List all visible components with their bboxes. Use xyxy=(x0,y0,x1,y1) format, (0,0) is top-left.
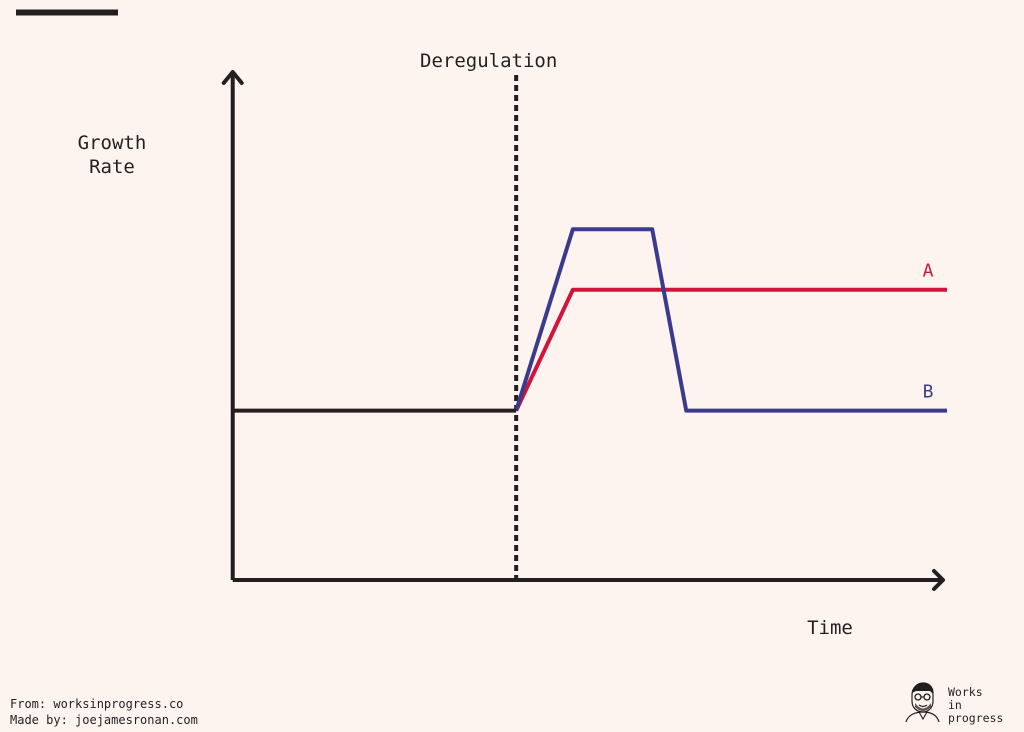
logo-wordmark: Works in progress xyxy=(948,686,1003,725)
series-line-b xyxy=(514,227,947,413)
y-axis-arrowhead xyxy=(221,70,244,85)
portrait-icon xyxy=(905,682,940,723)
source-credit: From: worksinprogress.co xyxy=(10,697,184,711)
y-axis-label-line-2: Rate xyxy=(89,156,135,178)
logo-line-2: in xyxy=(948,698,962,712)
series-group xyxy=(232,227,947,413)
series-line-a xyxy=(514,287,947,412)
logo-line-1: Works xyxy=(948,685,983,699)
x-axis-label: Time xyxy=(807,617,853,639)
axes xyxy=(221,70,945,591)
series-label-b: B xyxy=(923,382,934,403)
footer-credits: From: worksinprogress.co Made by: joejam… xyxy=(10,696,198,728)
x-axis-arrowhead xyxy=(932,569,945,591)
series-label-a: A xyxy=(923,261,934,282)
works-in-progress-logo: Works in progress xyxy=(902,681,1014,725)
logo-line-3: progress xyxy=(948,711,1004,725)
event-annotation-label: Deregulation xyxy=(420,50,557,72)
author-credit: Made by: joejamesronan.com xyxy=(10,713,198,727)
y-axis-label-line-1: Growth xyxy=(78,132,147,154)
